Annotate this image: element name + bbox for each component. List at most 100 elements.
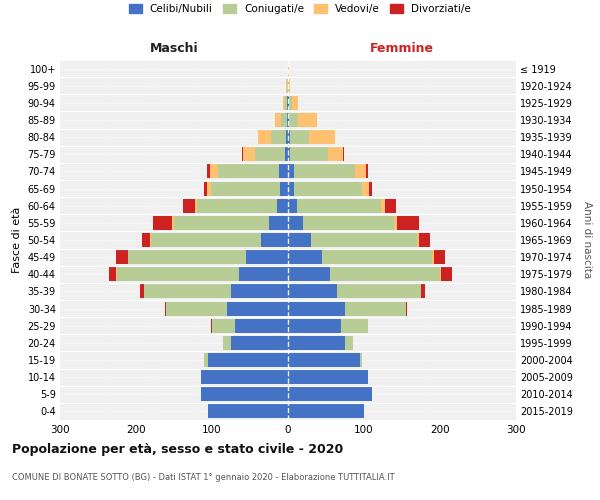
Bar xyxy=(262,233,288,247)
Bar xyxy=(294,182,362,196)
Bar xyxy=(279,164,288,178)
Bar xyxy=(277,198,288,212)
Bar xyxy=(208,353,288,367)
Bar xyxy=(288,198,297,212)
Bar xyxy=(206,164,211,178)
Bar xyxy=(174,216,269,230)
Bar xyxy=(212,318,235,332)
Bar xyxy=(151,233,262,247)
Bar xyxy=(292,96,298,110)
Bar xyxy=(288,336,345,350)
Bar xyxy=(288,250,322,264)
Bar xyxy=(289,96,292,110)
Y-axis label: Fasce di età: Fasce di età xyxy=(12,207,22,273)
Bar xyxy=(288,216,303,230)
Bar xyxy=(288,370,368,384)
Bar xyxy=(397,216,419,230)
Bar xyxy=(381,198,385,212)
Bar xyxy=(116,250,128,264)
Bar xyxy=(142,233,149,247)
Legend: Celibi/Nubili, Coniugati/e, Vedovi/e, Divorziati/e: Celibi/Nubili, Coniugati/e, Vedovi/e, Di… xyxy=(125,0,475,18)
Bar xyxy=(286,130,288,144)
Bar xyxy=(366,164,368,178)
Bar xyxy=(345,302,406,316)
Bar xyxy=(394,216,397,230)
Bar xyxy=(288,62,289,76)
Bar xyxy=(223,336,231,350)
Bar xyxy=(254,148,285,162)
Bar xyxy=(328,148,343,162)
Bar xyxy=(128,250,246,264)
Bar xyxy=(288,113,289,127)
Bar xyxy=(154,216,172,230)
Bar xyxy=(288,318,341,332)
Bar xyxy=(345,336,353,350)
Bar xyxy=(143,284,231,298)
Bar xyxy=(194,198,197,212)
Bar xyxy=(434,250,445,264)
Bar xyxy=(406,302,407,316)
Bar xyxy=(288,233,311,247)
Bar xyxy=(433,250,434,264)
Bar xyxy=(235,318,288,332)
Bar xyxy=(297,198,381,212)
Bar xyxy=(149,233,151,247)
Bar xyxy=(288,130,290,144)
Bar xyxy=(243,148,254,162)
Bar xyxy=(362,182,368,196)
Bar xyxy=(288,164,294,178)
Bar xyxy=(231,284,288,298)
Bar xyxy=(246,250,288,264)
Bar xyxy=(242,148,243,162)
Bar xyxy=(289,113,298,127)
Bar xyxy=(288,388,371,402)
Bar xyxy=(289,78,290,92)
Bar xyxy=(275,113,281,127)
Bar xyxy=(288,302,345,316)
Bar xyxy=(200,370,288,384)
Bar xyxy=(117,268,239,281)
Bar xyxy=(165,302,166,316)
Bar xyxy=(285,96,287,110)
Bar xyxy=(288,148,290,162)
Bar xyxy=(287,78,288,92)
Text: Maschi: Maschi xyxy=(149,42,199,55)
Bar xyxy=(440,268,441,281)
Bar xyxy=(200,388,288,402)
Text: Popolazione per età, sesso e stato civile - 2020: Popolazione per età, sesso e stato civil… xyxy=(12,442,343,456)
Bar xyxy=(116,268,117,281)
Bar xyxy=(269,216,288,230)
Bar xyxy=(287,113,288,127)
Bar xyxy=(280,182,288,196)
Bar xyxy=(231,336,288,350)
Bar xyxy=(441,268,452,281)
Bar xyxy=(288,268,330,281)
Bar xyxy=(417,233,419,247)
Bar xyxy=(385,198,396,212)
Bar xyxy=(322,250,433,264)
Bar xyxy=(343,148,344,162)
Bar xyxy=(203,182,208,196)
Bar xyxy=(298,113,317,127)
Bar xyxy=(281,113,287,127)
Bar xyxy=(288,78,289,92)
Bar xyxy=(211,182,280,196)
Bar xyxy=(140,284,143,298)
Bar xyxy=(290,148,328,162)
Bar xyxy=(197,198,277,212)
Text: Femmine: Femmine xyxy=(370,42,434,55)
Bar xyxy=(288,96,289,110)
Bar xyxy=(166,302,227,316)
Bar xyxy=(308,130,335,144)
Bar xyxy=(205,353,208,367)
Bar xyxy=(368,182,373,196)
Bar xyxy=(355,164,366,178)
Bar xyxy=(208,404,288,418)
Bar xyxy=(303,216,394,230)
Bar xyxy=(288,404,364,418)
Bar xyxy=(360,353,362,367)
Bar xyxy=(337,284,421,298)
Text: COMUNE DI BONATE SOTTO (BG) - Dati ISTAT 1° gennaio 2020 - Elaborazione TUTTITAL: COMUNE DI BONATE SOTTO (BG) - Dati ISTAT… xyxy=(12,472,395,482)
Bar xyxy=(239,268,288,281)
Bar xyxy=(183,198,194,212)
